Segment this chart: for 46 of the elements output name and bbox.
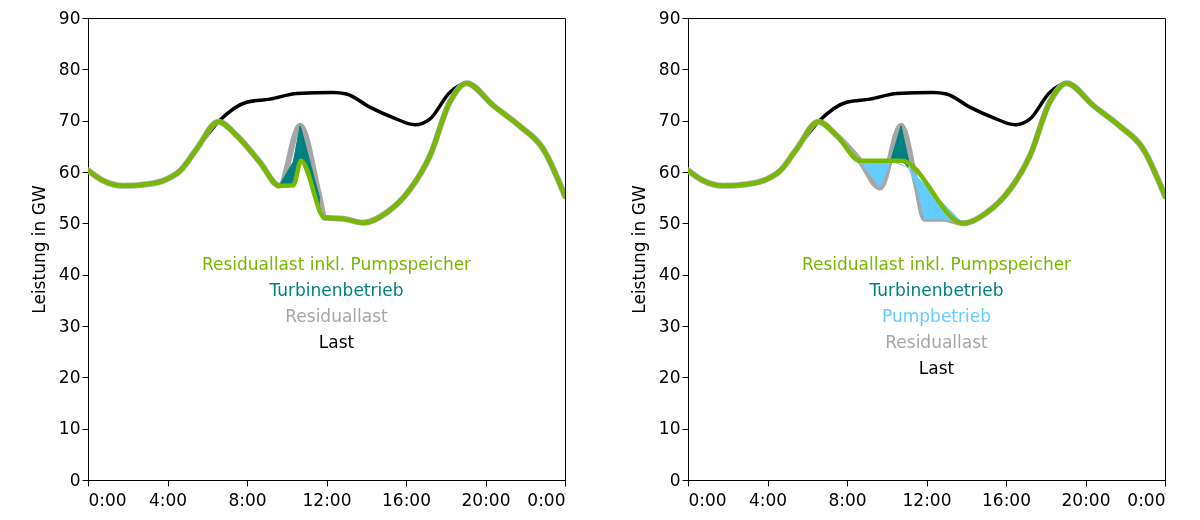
y-tick-label: 30: [658, 315, 681, 336]
x-tick-label: 0:00: [1127, 489, 1166, 510]
text: Residuallast inkl. Pumpspeicher: [801, 254, 1072, 274]
x-tick-label: 4:00: [148, 489, 188, 510]
y-tick-label: 70: [58, 110, 81, 131]
x-tick-label: 12:00: [902, 489, 952, 510]
text: Residuallast: [885, 332, 989, 352]
x-tick-label: 20:00: [1061, 489, 1111, 510]
y-tick-label: 80: [658, 58, 681, 79]
y-tick-label: 60: [658, 161, 681, 182]
x-tick-label: 8:00: [228, 489, 267, 510]
text: Turbinenbetrieb: [268, 280, 404, 300]
y-tick-label: 90: [58, 7, 81, 28]
y-tick-label: 20: [658, 366, 681, 387]
text: Turbinenbetrieb: [868, 280, 1004, 300]
y-tick-label: 80: [58, 58, 81, 79]
y-tick-label: 30: [58, 315, 81, 336]
x-tick-label: 16:00: [982, 489, 1031, 510]
text: Pumpbetrieb: [882, 306, 991, 326]
y-tick-label: 0: [69, 469, 81, 490]
y-tick-label: 0: [669, 469, 681, 490]
y-tick-label: 10: [658, 418, 681, 439]
x-tick-label: 8:00: [828, 489, 867, 510]
x-tick-label: 12:00: [302, 489, 352, 510]
y-tick-label: 60: [58, 161, 81, 182]
x-tick-label: 0:00: [527, 489, 566, 510]
y-tick-label: 70: [658, 110, 681, 131]
text: Residuallast: [285, 306, 389, 326]
y-axis-title: Leistung in GW: [28, 185, 49, 314]
text: Last: [918, 358, 955, 378]
x-tick-label: 20:00: [461, 489, 511, 510]
x-tick-label: 0:00: [88, 489, 127, 510]
y-tick-label: 90: [658, 7, 681, 28]
y-tick-label: 40: [58, 264, 81, 285]
y-tick-label: 50: [58, 212, 81, 233]
x-tick-label: 0:00: [688, 489, 727, 510]
y-tick-label: 10: [58, 418, 81, 439]
y-tick-label: 20: [58, 366, 81, 387]
text: Last: [318, 332, 355, 352]
y-axis-title: Leistung in GW: [628, 185, 649, 314]
x-tick-label: 16:00: [382, 489, 431, 510]
line-series: [88, 80, 565, 226]
x-tick-label: 4:00: [748, 489, 788, 510]
text: Residuallast inkl. Pumpspeicher: [201, 254, 472, 274]
y-tick-label: 50: [658, 212, 681, 233]
y-tick-label: 40: [658, 264, 681, 285]
